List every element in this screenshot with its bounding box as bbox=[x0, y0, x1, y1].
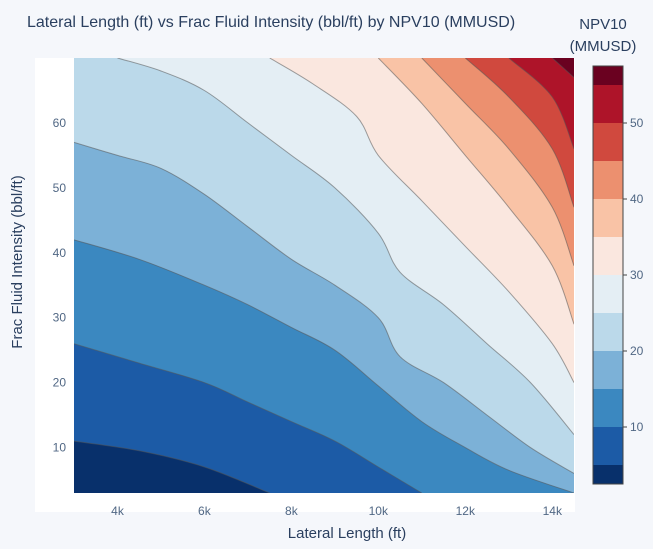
x-axis-ticks: 4k 6k 8k 10k 12k 14k bbox=[111, 504, 563, 518]
colorbar-segment bbox=[593, 161, 623, 199]
chart-title: Lateral Length (ft) vs Frac Fluid Intens… bbox=[27, 14, 515, 31]
y-tick-label: 10 bbox=[53, 441, 67, 455]
y-tick-label: 50 bbox=[53, 181, 67, 195]
x-axis-title: Lateral Length (ft) bbox=[288, 525, 406, 542]
colorbar-segment bbox=[593, 351, 623, 389]
x-tick-label: 6k bbox=[198, 504, 212, 518]
colorbar-ticks: 10 20 30 40 50 bbox=[623, 116, 644, 434]
y-axis-ticks: 10 20 30 40 50 60 bbox=[53, 116, 67, 455]
y-tick-label: 30 bbox=[53, 311, 67, 325]
x-tick-label: 10k bbox=[369, 504, 389, 518]
contour-line-20 bbox=[74, 141, 574, 474]
contour-line-15 bbox=[74, 239, 574, 493]
colorbar-segment bbox=[593, 427, 623, 465]
contour-line-35 bbox=[377, 58, 574, 325]
y-tick-label: 40 bbox=[53, 246, 67, 260]
contour-line-45 bbox=[464, 58, 574, 208]
colorbar-tick-label: 20 bbox=[630, 344, 644, 358]
contour-band-above-50 bbox=[508, 58, 574, 149]
colorbar-segment bbox=[593, 123, 623, 161]
x-tick-label: 12k bbox=[456, 504, 476, 518]
contour-lines bbox=[74, 58, 574, 493]
contour-line-30 bbox=[269, 58, 574, 383]
contour-line-10 bbox=[74, 343, 423, 493]
colorbar-segment bbox=[593, 66, 623, 85]
plot-area bbox=[74, 58, 574, 493]
contour-line-40 bbox=[421, 58, 574, 266]
colorbar-segment bbox=[593, 237, 623, 275]
colorbar-segment bbox=[593, 313, 623, 351]
colorbar-segment bbox=[593, 275, 623, 313]
x-tick-label: 8k bbox=[285, 504, 299, 518]
colorbar-title-line-1: NPV10 bbox=[579, 16, 627, 33]
colorbar-segment bbox=[593, 85, 623, 123]
contour-band-above-55 bbox=[552, 58, 574, 78]
contour-line-5 bbox=[74, 440, 270, 493]
colorbar-tick-label: 10 bbox=[630, 420, 644, 434]
colorbar-title-line-2: (MMUSD) bbox=[570, 38, 637, 55]
x-tick-label: 14k bbox=[543, 504, 563, 518]
colorbar-tick-label: 30 bbox=[630, 268, 644, 282]
contour-line-25 bbox=[117, 58, 574, 435]
colorbar-segment bbox=[593, 465, 623, 484]
colorbar bbox=[592, 65, 624, 485]
colorbar-segment bbox=[593, 389, 623, 427]
colorbar-tick-label: 40 bbox=[630, 192, 644, 206]
x-tick-label: 4k bbox=[111, 504, 125, 518]
y-tick-label: 60 bbox=[53, 116, 67, 130]
colorbar-segment bbox=[593, 199, 623, 237]
y-tick-label: 20 bbox=[53, 376, 67, 390]
contour-line-55 bbox=[551, 58, 574, 78]
contour-band-above-45 bbox=[465, 58, 574, 208]
colorbar-tick-label: 50 bbox=[630, 116, 644, 130]
contour-bands bbox=[74, 58, 574, 493]
contour-line-50 bbox=[508, 58, 574, 150]
y-axis-title: Frac Fluid Intensity (bbl/ft) bbox=[9, 175, 26, 348]
